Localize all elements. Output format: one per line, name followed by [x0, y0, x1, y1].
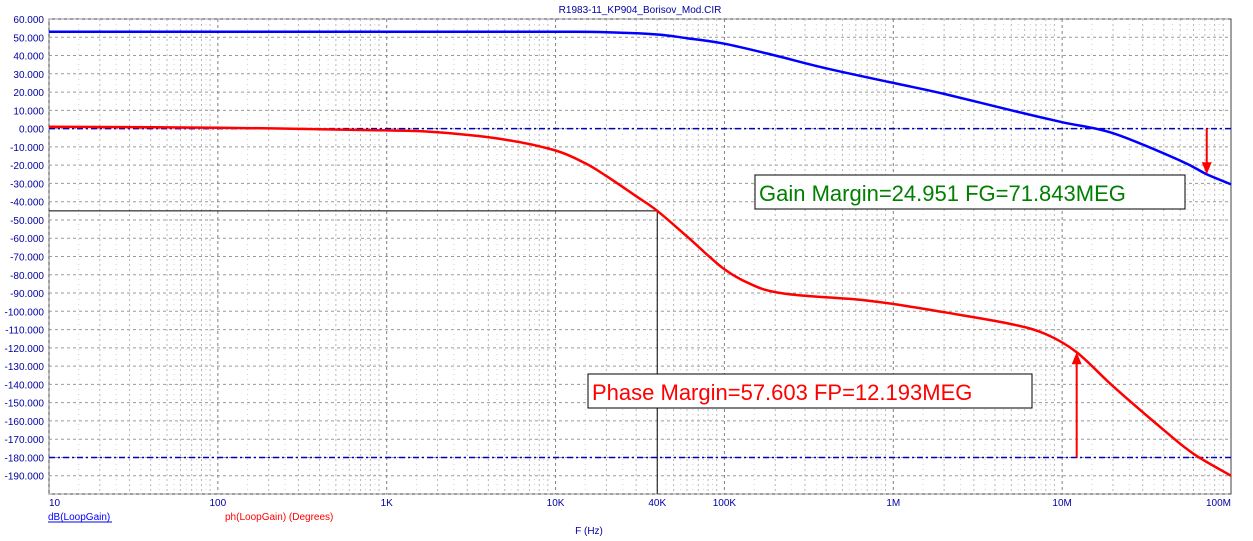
- x-tick-label: 1M: [886, 498, 900, 509]
- y-tick-label: -90.000: [10, 289, 44, 300]
- y-axis-ticks: 60.000 50.000 40.000 30.000 20.000 10.000 0.00…: [5, 15, 45, 483]
- series-group: [48, 30, 1232, 477]
- gain-margin-annotation-text: Gain Margin=24.951 FG=71.843MEG: [759, 181, 1126, 206]
- phase-margin-arrow: [1071, 352, 1082, 458]
- series-line-0: [48, 30, 1232, 186]
- x-tick-label: 10M: [1052, 498, 1071, 509]
- y-tick-label: -30.000: [10, 179, 44, 190]
- y-tick-label: -190.000: [5, 472, 45, 483]
- phase-margin-annotation-text: Phase Margin=57.603 FP=12.193MEG: [592, 380, 972, 405]
- annotations: Gain Margin=24.951 FG=71.843MEG Phase Mar…: [587, 174, 1186, 409]
- y-tick-label: -50.000: [10, 216, 44, 227]
- phase-margin-annotation-box: [587, 373, 1033, 409]
- y-tick-label: 30.000: [13, 70, 44, 81]
- series-line-1: [48, 125, 1232, 477]
- y-tick-label: -20.000: [10, 161, 44, 172]
- y-tick-label: -100.000: [5, 307, 45, 318]
- gain-margin-arrow: [1201, 128, 1212, 175]
- cursor-lines: [49, 210, 658, 494]
- gain-margin-arrow-head: [1201, 162, 1212, 175]
- x-axis-ticks: 10 100 1K 10K 40K 100K 1M 10M 100M: [49, 498, 1231, 509]
- y-tick-label: -60.000: [10, 234, 44, 245]
- y-tick-label: -180.000: [5, 453, 45, 464]
- y-tick-label: -80.000: [10, 271, 44, 282]
- gain-margin-annotation-box: [754, 174, 1186, 210]
- y-tick-label: -40.000: [10, 198, 44, 209]
- x-tick-label: 100K: [713, 498, 737, 509]
- x-axis-label: F (Hz): [575, 526, 603, 537]
- grid: [48, 18, 1232, 495]
- y-tick-label: 60.000: [13, 15, 44, 26]
- y-tick-label: -120.000: [5, 344, 45, 355]
- phase-margin-arrow-head: [1071, 352, 1082, 365]
- x-tick-label: 10: [49, 498, 61, 509]
- x-tick-label: 100: [210, 498, 227, 509]
- phase-margin-annotation: Phase Margin=57.603 FP=12.193MEG: [587, 373, 1033, 409]
- trace-label-phase: ph(LoopGain) (Degrees): [225, 512, 333, 523]
- y-tick-label: 10.000: [13, 106, 44, 117]
- x-tick-label: 1K: [381, 498, 394, 509]
- margin-arrows: [1071, 128, 1212, 458]
- y-tick-label: -10.000: [10, 143, 44, 154]
- y-tick-label: -110.000: [5, 326, 44, 337]
- y-tick-label: 0.000: [19, 125, 44, 136]
- chart-title: R1983-11_KP904_Borisov_Mod.CIR: [559, 5, 722, 16]
- y-tick-label: -150.000: [5, 399, 45, 410]
- x-tick-label: 100M: [1206, 498, 1231, 509]
- y-tick-label: 40.000: [13, 52, 44, 63]
- trace-label-gain: dB(LoopGain): [48, 512, 110, 523]
- y-tick-label: 20.000: [13, 88, 44, 99]
- y-tick-label: -170.000: [5, 435, 45, 446]
- y-tick-label: 50.000: [13, 33, 44, 44]
- gain-margin-annotation: Gain Margin=24.951 FG=71.843MEG: [754, 174, 1186, 210]
- y-tick-label: -130.000: [5, 362, 45, 373]
- y-tick-label: -140.000: [5, 380, 45, 391]
- y-tick-label: -160.000: [5, 417, 45, 428]
- x-tick-label: 40K: [648, 498, 666, 509]
- x-tick-label: 10K: [547, 498, 565, 509]
- trace-labels: dB(LoopGain) ph(LoopGain) (Degrees): [48, 512, 333, 523]
- y-tick-label: -70.000: [10, 253, 44, 264]
